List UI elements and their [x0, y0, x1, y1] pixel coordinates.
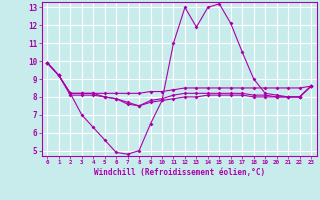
X-axis label: Windchill (Refroidissement éolien,°C): Windchill (Refroidissement éolien,°C)	[94, 168, 265, 177]
